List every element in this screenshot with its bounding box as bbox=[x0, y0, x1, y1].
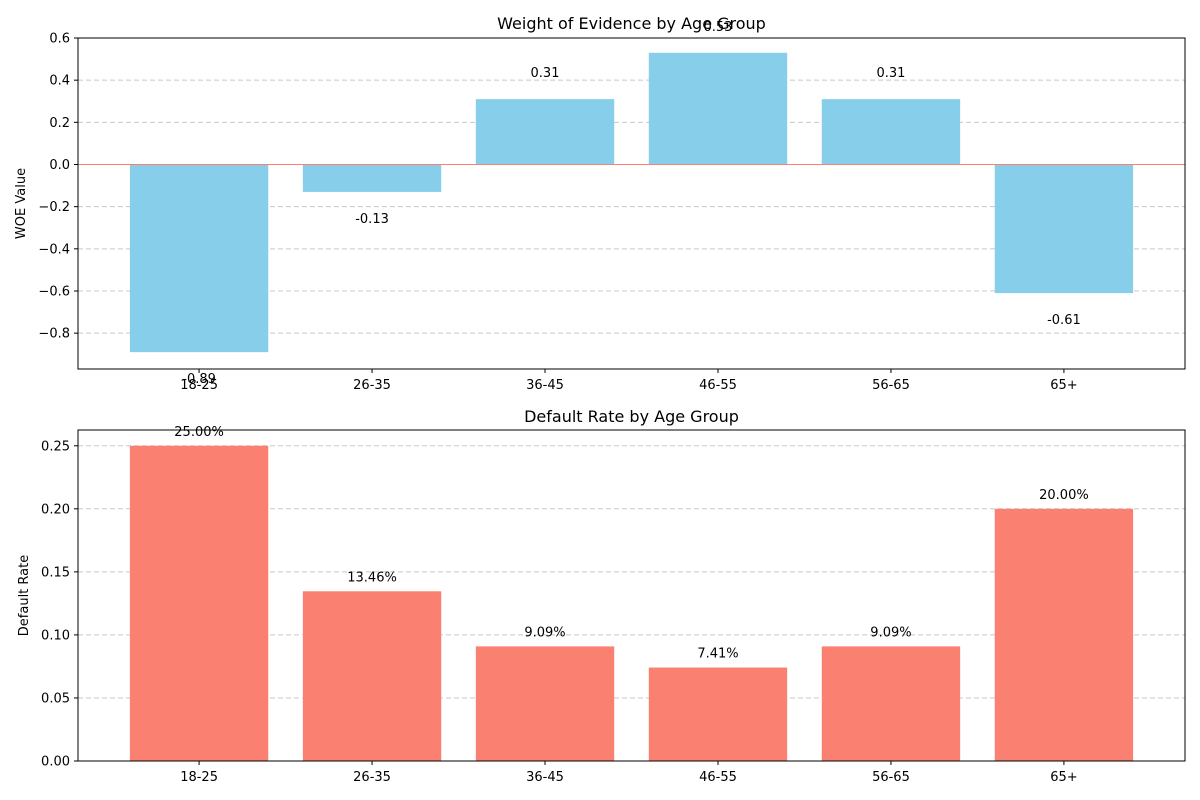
bar-65+ bbox=[994, 508, 1134, 761]
y-tick-label-0: −0.8 bbox=[38, 327, 70, 342]
y-tick-label-6: 0.4 bbox=[49, 74, 70, 89]
bar-56-65 bbox=[821, 646, 961, 761]
y-tick-label-1: −0.6 bbox=[38, 284, 70, 299]
data-label-36-45: 0.31 bbox=[531, 66, 560, 81]
data-label-18-25: 25.00% bbox=[174, 425, 224, 440]
x-tick-label-65+: 65+ bbox=[1050, 378, 1077, 393]
data-label-26-35: -0.13 bbox=[355, 212, 389, 227]
y-tick-label-3: −0.2 bbox=[38, 200, 70, 215]
data-label-65+: -0.61 bbox=[1047, 313, 1081, 328]
bar-56-65 bbox=[821, 99, 961, 165]
bar-65+ bbox=[994, 164, 1134, 294]
y-axis-label: Default Rate bbox=[17, 555, 32, 636]
bar-26-35 bbox=[302, 164, 442, 192]
x-tick-label-56-65: 56-65 bbox=[872, 770, 910, 785]
plot-frame bbox=[77, 429, 1186, 762]
data-label-46-55: 7.41% bbox=[697, 647, 738, 662]
x-tick-label-26-35: 26-35 bbox=[353, 770, 391, 785]
x-tick-label-26-35: 26-35 bbox=[353, 378, 391, 393]
y-tick-label-4: 0.0 bbox=[49, 158, 70, 173]
y-tick-label-2: 0.10 bbox=[41, 628, 70, 643]
woe-chart: −0.8 −0.6 −0.4 −0.2 0.0 0.2 0.4 0.6 18-25 26-35 36… bbox=[14, 14, 1186, 393]
data-label-65+: 20.00% bbox=[1039, 488, 1089, 503]
bar-46-55 bbox=[648, 52, 788, 165]
default-rate-chart: 0.00 0.05 0.10 0.15 0.20 0.25 18-25 26-35 36-45 4… bbox=[17, 407, 1186, 785]
bar-36-45 bbox=[475, 99, 615, 165]
y-tick-label-7: 0.6 bbox=[49, 32, 70, 47]
x-tick-label-56-65: 56-65 bbox=[872, 378, 910, 393]
x-tick-label-36-45: 36-45 bbox=[526, 770, 564, 785]
bar-18-25 bbox=[129, 445, 269, 761]
y-tick-label-2: −0.4 bbox=[38, 242, 70, 257]
data-label-26-35: 13.46% bbox=[347, 570, 397, 585]
x-tick-label-46-55: 46-55 bbox=[699, 378, 737, 393]
bar-46-55 bbox=[648, 667, 788, 761]
chart-title: Default Rate by Age Group bbox=[524, 407, 739, 426]
y-tick-label-5: 0.2 bbox=[49, 116, 70, 131]
bar-26-35 bbox=[302, 591, 442, 761]
chart-title: Weight of Evidence by Age Group bbox=[497, 14, 766, 33]
data-label-56-65: 0.31 bbox=[876, 66, 905, 81]
x-tick-label-65+: 65+ bbox=[1050, 770, 1077, 785]
y-tick-label-4: 0.20 bbox=[41, 502, 70, 517]
x-tick-label-46-55: 46-55 bbox=[699, 770, 737, 785]
data-label-56-65: 9.09% bbox=[870, 625, 911, 640]
y-axis-label: WOE Value bbox=[14, 168, 29, 239]
y-tick-label-3: 0.15 bbox=[41, 565, 70, 580]
x-tick-label-18-25: 18-25 bbox=[180, 770, 218, 785]
bar-18-25 bbox=[129, 164, 269, 353]
bar-36-45 bbox=[475, 646, 615, 761]
y-tick-label-5: 0.25 bbox=[41, 439, 70, 454]
x-tick-label-18-25: 18-25 bbox=[180, 378, 218, 393]
data-label-18-25: -0.89 bbox=[182, 372, 216, 387]
x-tick-label-36-45: 36-45 bbox=[526, 378, 564, 393]
y-tick-label-1: 0.05 bbox=[41, 691, 70, 706]
y-tick-label-0: 0.00 bbox=[41, 755, 70, 770]
data-label-46-55: 0.53 bbox=[704, 20, 733, 35]
data-label-36-45: 9.09% bbox=[524, 625, 565, 640]
plot-frame bbox=[77, 37, 1186, 370]
